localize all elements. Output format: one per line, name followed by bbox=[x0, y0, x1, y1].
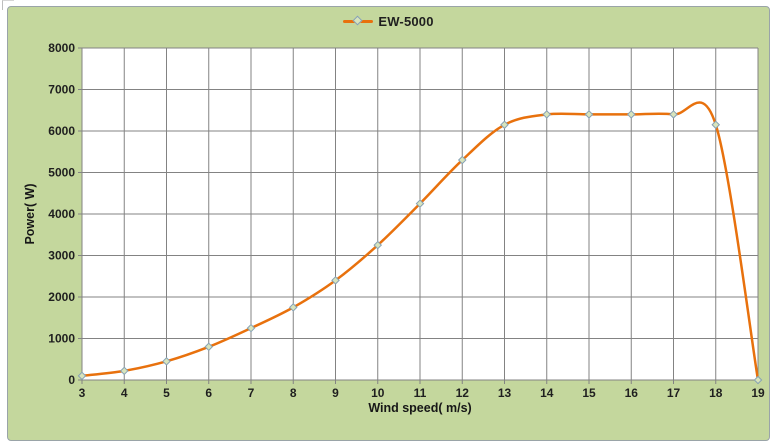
x-tick-label: 15 bbox=[582, 386, 596, 400]
x-tick-label: 10 bbox=[371, 386, 385, 400]
x-tick-label: 9 bbox=[332, 386, 339, 400]
x-tick-label: 17 bbox=[667, 386, 681, 400]
x-tick-label: 4 bbox=[121, 386, 128, 400]
y-tick-label: 2000 bbox=[48, 290, 75, 304]
x-tick-label: 16 bbox=[625, 386, 639, 400]
y-axis-title: Power( W) bbox=[23, 183, 37, 245]
y-tick-label: 3000 bbox=[48, 249, 75, 263]
x-tick-label: 13 bbox=[498, 386, 512, 400]
x-tick-label: 6 bbox=[205, 386, 212, 400]
y-tick-label: 1000 bbox=[48, 332, 75, 346]
data-point-marker[interactable] bbox=[77, 371, 87, 381]
y-tick-label: 8000 bbox=[48, 41, 75, 55]
data-point-marker[interactable] bbox=[204, 342, 214, 352]
data-point-marker[interactable] bbox=[373, 240, 383, 250]
x-tick-label: 8 bbox=[290, 386, 297, 400]
data-point-marker[interactable] bbox=[457, 155, 467, 165]
legend-series-label: EW-5000 bbox=[378, 13, 434, 29]
y-tick-label: 0 bbox=[68, 373, 75, 387]
data-point-marker[interactable] bbox=[119, 366, 129, 376]
data-point-marker[interactable] bbox=[415, 199, 425, 208]
x-tick-label: 14 bbox=[540, 386, 554, 400]
spreadsheet-gridline-artifact bbox=[2, 0, 14, 10]
data-point-marker[interactable] bbox=[500, 120, 509, 130]
x-tick-label: 7 bbox=[248, 386, 255, 400]
x-tick-label: 12 bbox=[456, 386, 470, 400]
legend-line-marker-icon bbox=[343, 15, 374, 26]
x-tick-label: 18 bbox=[709, 386, 723, 400]
data-point-marker[interactable] bbox=[584, 110, 594, 119]
y-tick-label: 6000 bbox=[48, 124, 75, 138]
x-tick-label: 19 bbox=[751, 386, 765, 400]
data-point-marker[interactable] bbox=[753, 375, 763, 385]
data-point-marker[interactable] bbox=[669, 110, 678, 119]
y-tick-label: 7000 bbox=[48, 83, 75, 97]
legend-diamond-icon bbox=[352, 15, 363, 25]
data-point-marker[interactable] bbox=[162, 357, 171, 366]
x-tick-label: 11 bbox=[414, 386, 427, 400]
y-tick-label: 4000 bbox=[48, 207, 75, 221]
plot-canvas: 0 1000 2000 3000 4000 5000 6000 7000 8000 3 4 5 6 7 8 9… bbox=[48, 41, 765, 400]
x-tick-label: 3 bbox=[79, 386, 86, 400]
data-point-marker[interactable] bbox=[331, 276, 340, 285]
data-point-marker[interactable] bbox=[288, 303, 298, 312]
data-point-marker[interactable] bbox=[626, 110, 636, 119]
data-point-marker[interactable] bbox=[711, 120, 721, 130]
x-axis-title: Wind speed( m/s) bbox=[368, 401, 472, 415]
y-tick-label: 5000 bbox=[48, 166, 75, 180]
legend[interactable]: EW-5000 bbox=[8, 11, 769, 31]
chart-area[interactable]: 0 1000 2000 3000 4000 5000 6000 7000 8000 3 4 5 6 7 8 9… bbox=[7, 6, 770, 441]
x-tick-label: 5 bbox=[163, 386, 170, 400]
data-point-marker[interactable] bbox=[246, 323, 256, 333]
data-point-marker[interactable] bbox=[542, 110, 552, 119]
